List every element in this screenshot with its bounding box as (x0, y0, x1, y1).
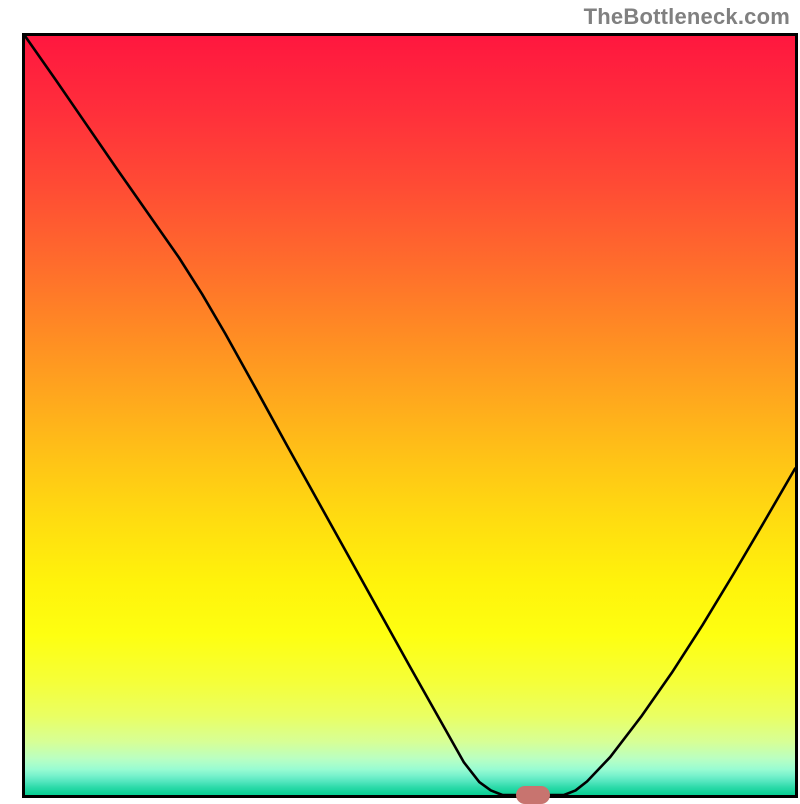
stage: TheBottleneck.com (0, 0, 800, 800)
optimum-marker (516, 786, 550, 804)
bottleneck-curve (0, 0, 800, 800)
curve-path (25, 36, 795, 795)
